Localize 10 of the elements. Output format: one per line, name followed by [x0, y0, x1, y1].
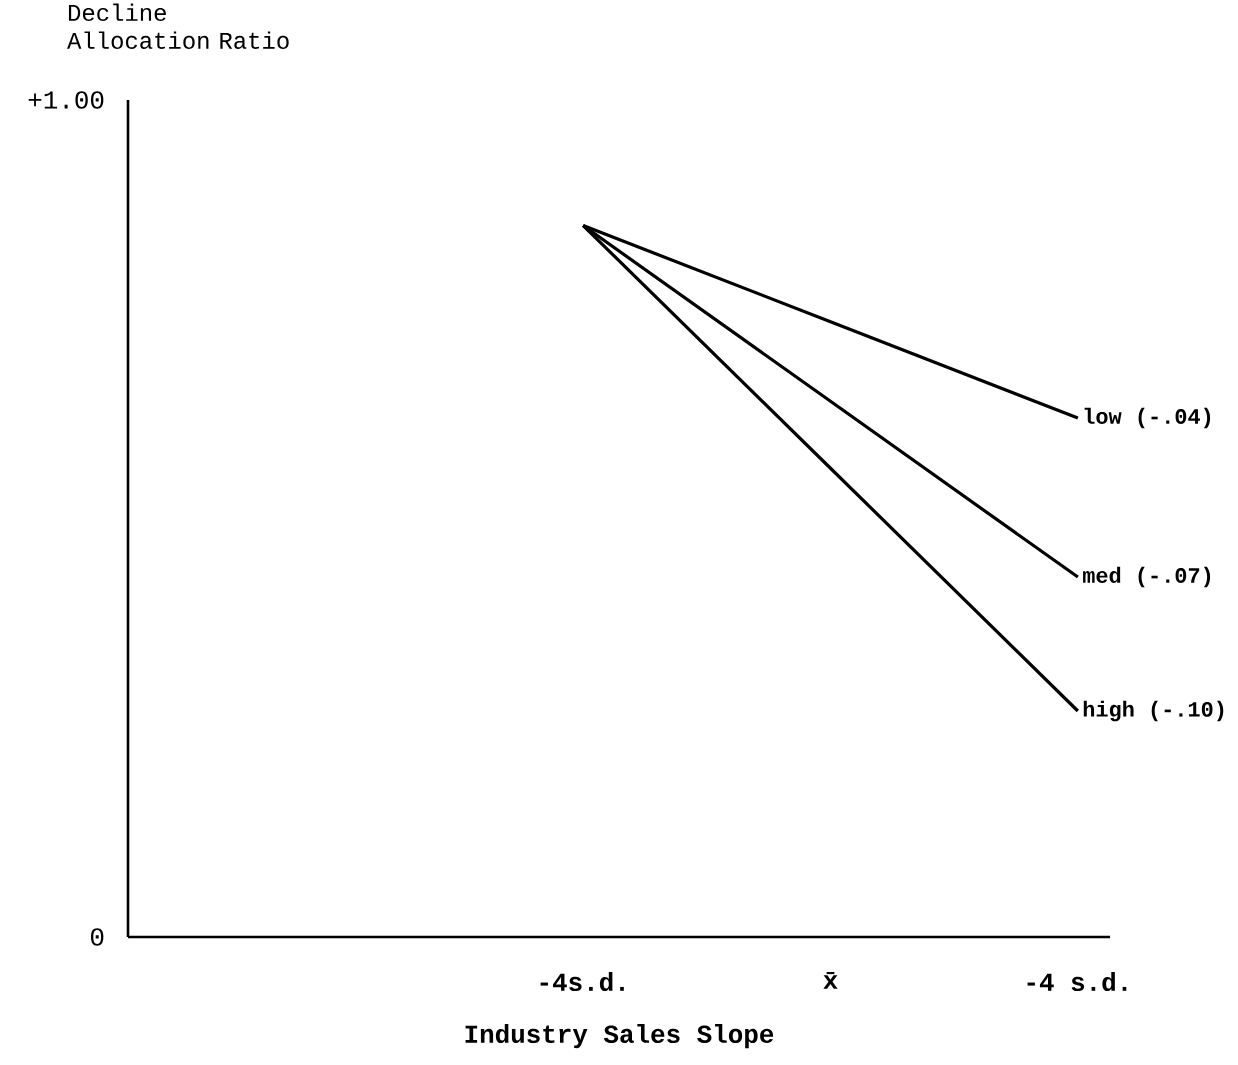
- x-tick-label: x̄: [823, 972, 838, 989]
- x-axis-title: Industry Sales Slope: [465, 1024, 774, 1049]
- x-tick-label: -4s.d.: [540, 972, 624, 992]
- x-tick-label: -4 s.d.: [1027, 972, 1127, 992]
- y-axis-title: Decline Allocation Ratio: [67, 3, 289, 49]
- y-tick-label: +1.00: [28, 91, 104, 109]
- series-label: high (-.10): [1083, 700, 1224, 722]
- series-label: med (-.07): [1083, 566, 1211, 588]
- y-tick-label: 0: [90, 928, 104, 946]
- series-label: low (-.04): [1084, 407, 1211, 429]
